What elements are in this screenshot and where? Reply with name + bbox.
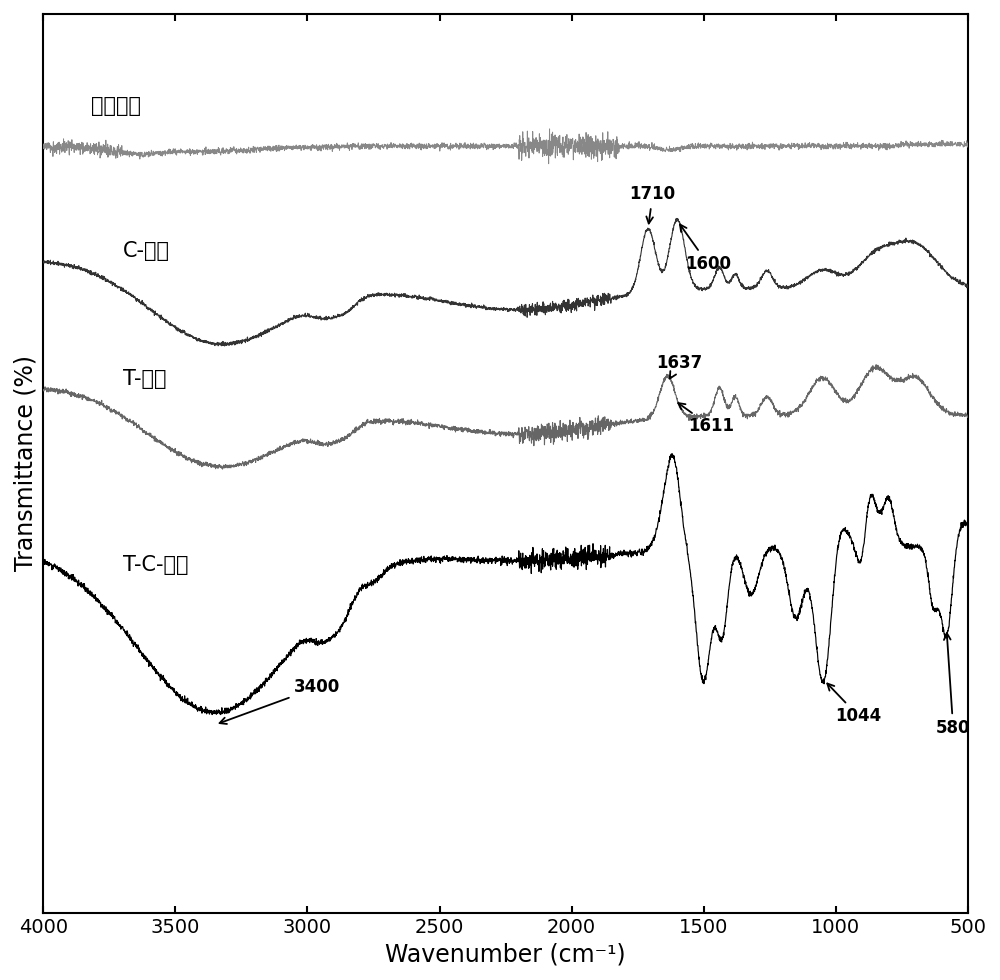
Text: 580: 580 [936, 633, 970, 737]
Text: 1611: 1611 [678, 403, 734, 435]
Text: 1044: 1044 [827, 683, 882, 725]
Text: T-样品: T-样品 [123, 369, 166, 389]
Text: 1710: 1710 [630, 185, 676, 223]
X-axis label: Wavenumber (cm⁻¹): Wavenumber (cm⁻¹) [385, 942, 626, 966]
Text: 空白样品: 空白样品 [91, 96, 141, 117]
Text: 3400: 3400 [220, 678, 341, 724]
Text: 1600: 1600 [680, 224, 731, 273]
Text: C-样品: C-样品 [123, 241, 170, 262]
Text: T-C-样品: T-C-样品 [123, 555, 188, 574]
Y-axis label: Transmittance (%): Transmittance (%) [14, 356, 38, 571]
Text: 1637: 1637 [656, 354, 702, 378]
